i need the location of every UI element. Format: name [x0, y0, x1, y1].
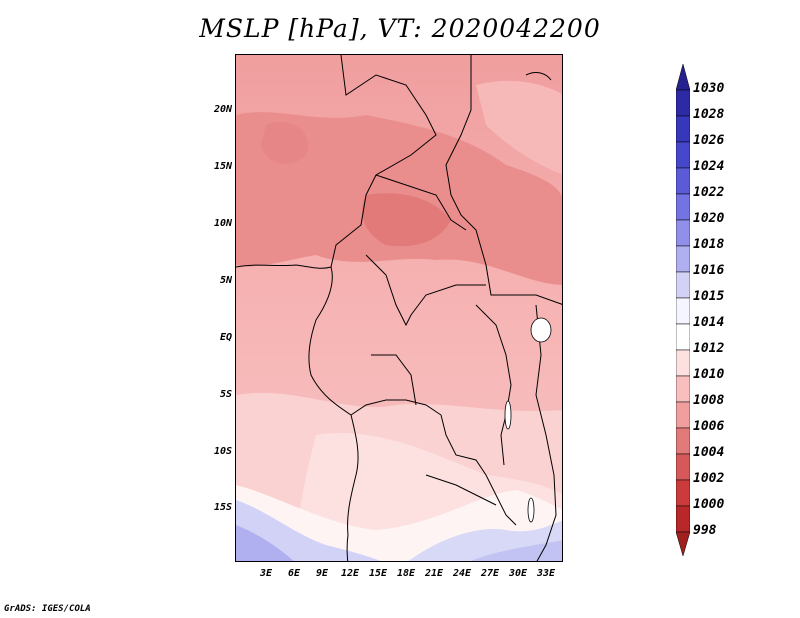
- chad-border: [375, 174, 467, 231]
- colorbar-label: 1018: [693, 237, 725, 252]
- colorbar-label: 1016: [693, 263, 725, 278]
- colorbar-segment: [676, 323, 690, 351]
- lat-label-20n: 20N: [213, 104, 232, 115]
- colorbar-segment: [676, 89, 690, 117]
- drc-angola-border: [350, 399, 517, 526]
- colorbar-segment: [676, 219, 690, 247]
- map-svg: [236, 55, 562, 561]
- lon-label-15e: 15E: [368, 568, 388, 579]
- plot-title: MSLP [hPa], VT: 2020042200: [199, 14, 601, 43]
- north-coast-fragment: [525, 72, 552, 81]
- colorbar-segment: [676, 245, 690, 273]
- lon-label-9e: 9E: [315, 568, 329, 579]
- colorbar-label: 1022: [693, 185, 725, 200]
- colorbar-label: 1012: [693, 341, 725, 356]
- footer-credit: GrADS: IGES/COLA: [4, 604, 91, 614]
- lon-label-3e: 3E: [259, 568, 273, 579]
- colorbar-label: 1006: [693, 419, 725, 434]
- lon-label-33e: 33E: [536, 568, 556, 579]
- colorbar-label: 1002: [693, 471, 725, 486]
- colorbar-label: 1030: [693, 81, 725, 96]
- colorbar-top-arrow: [676, 64, 690, 91]
- colorbar-segment: [676, 453, 690, 481]
- colorbar-segment: [676, 427, 690, 455]
- colorbar-label: 1000: [693, 497, 725, 512]
- colorbar-segment: [676, 271, 690, 299]
- east-africa-coast: [535, 304, 557, 561]
- lake-malawi: [527, 497, 535, 523]
- lon-label-30e: 30E: [508, 568, 528, 579]
- colorbar-segment: [676, 375, 690, 403]
- west-african-coast: [236, 264, 332, 269]
- colorbar-segment: [676, 167, 690, 195]
- car-border: [365, 254, 486, 327]
- colorbar-segment: [676, 505, 690, 533]
- colorbar-segment: [676, 141, 690, 169]
- colorbar-label: 1008: [693, 393, 725, 408]
- lon-label-18e: 18E: [396, 568, 416, 579]
- borders: [236, 55, 562, 561]
- lat-label-15n: 15N: [213, 161, 232, 172]
- colorbar-segment: [676, 297, 690, 325]
- colorbar-label: 1020: [693, 211, 725, 226]
- low-pressure-core: [362, 193, 451, 247]
- northeast-area: [476, 80, 562, 175]
- lat-label-eq: EQ: [219, 332, 232, 343]
- lon-label-27e: 27E: [480, 568, 500, 579]
- low-pressure-core-west: [261, 121, 308, 164]
- colorbar-label: 1028: [693, 107, 725, 122]
- colorbar-segment: [676, 349, 690, 377]
- colorbar-label: 1026: [693, 133, 725, 148]
- colorbar-label: 1024: [693, 159, 725, 174]
- lat-label-5s: 5S: [219, 389, 232, 400]
- lat-label-10n: 10N: [213, 218, 232, 229]
- colorbar-segment: [676, 115, 690, 143]
- colorbar: [676, 64, 690, 557]
- zambia-border: [425, 474, 497, 506]
- congo-border: [371, 354, 417, 406]
- colorbar-label: 1014: [693, 315, 725, 330]
- colorbar-segment: [676, 479, 690, 507]
- high-pressure-south-core: [471, 540, 562, 561]
- lat-label-15s: 15S: [213, 502, 232, 513]
- colorbar-bottom-arrow: [676, 531, 690, 557]
- colorbar-label: 998: [693, 523, 717, 538]
- colorbar-label: 1010: [693, 367, 725, 382]
- lake-victoria: [530, 317, 552, 343]
- east-border: [445, 55, 562, 305]
- lakes: [504, 317, 552, 523]
- colorbar-label: 1015: [693, 289, 725, 304]
- colorbar-label: 1004: [693, 445, 725, 460]
- lat-label-5n: 5N: [219, 275, 232, 286]
- lon-label-24e: 24E: [452, 568, 472, 579]
- colorbar-segment: [676, 193, 690, 221]
- pressure-map: [235, 54, 563, 562]
- lake-tanganyika: [504, 400, 512, 430]
- lon-label-6e: 6E: [287, 568, 301, 579]
- lat-label-10s: 10S: [213, 446, 232, 457]
- lon-label-21e: 21E: [424, 568, 444, 579]
- east-drc-border: [475, 304, 512, 466]
- north-border: [330, 55, 437, 268]
- high-pressure-west-core: [236, 525, 294, 561]
- colorbar-segment: [676, 401, 690, 429]
- lon-label-12e: 12E: [340, 568, 360, 579]
